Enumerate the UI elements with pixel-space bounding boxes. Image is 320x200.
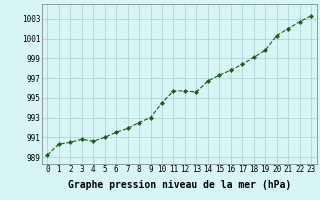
X-axis label: Graphe pression niveau de la mer (hPa): Graphe pression niveau de la mer (hPa) (68, 180, 291, 190)
